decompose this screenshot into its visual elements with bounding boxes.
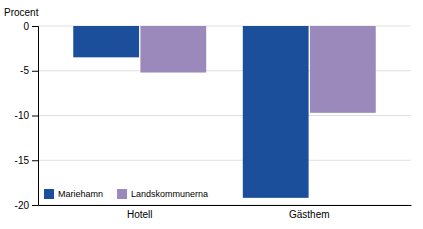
legend-item: Mariehamn	[44, 189, 103, 199]
x-axis: Hotell Gästhem	[39, 206, 412, 221]
y-tick-mark	[32, 71, 38, 72]
x-tick: Hotell	[127, 209, 153, 220]
x-axis-line	[39, 205, 412, 206]
y-axis-line	[32, 27, 39, 206]
y-tick: -10	[15, 110, 38, 121]
bar	[73, 26, 139, 57]
bar	[310, 26, 376, 113]
grid-line	[38, 205, 411, 206]
y-tick: -5	[20, 65, 38, 76]
y-tick: 0	[23, 21, 38, 32]
legend-swatch	[117, 189, 127, 199]
legend: Mariehamn Landskommunerna	[44, 189, 208, 199]
y-tick-label: -5	[20, 65, 29, 76]
bar	[140, 26, 206, 73]
legend-item: Landskommunerna	[117, 189, 208, 199]
bars	[73, 26, 375, 198]
grid	[38, 26, 411, 205]
y-axis: 0 -5 -10 -15 -20	[15, 21, 39, 211]
chart: 0 -5 -10 -15 -20 Hotell Gästhem Mariehamn Landsk…	[0, 0, 423, 229]
x-tick-label: Gästhem	[289, 209, 330, 220]
y-tick-mark	[32, 116, 38, 117]
y-tick: -20	[15, 200, 38, 211]
y-tick-label: -10	[15, 110, 30, 121]
y-tick-label: 0	[23, 21, 29, 32]
legend-swatch	[44, 189, 54, 199]
legend-label: Landskommunerna	[131, 189, 208, 199]
y-tick-label: -15	[15, 155, 30, 166]
plot: 0 -5 -10 -15 -20 Hotell Gästhem Mariehamn Landsk…	[15, 21, 412, 220]
y-tick-label: -20	[15, 200, 30, 211]
y-tick-mark	[32, 26, 38, 27]
y-tick-mark	[32, 205, 38, 206]
x-tick: Gästhem	[289, 209, 330, 220]
bar	[243, 26, 309, 198]
y-axis-label: Procent	[4, 7, 39, 18]
x-tick-label: Hotell	[127, 209, 153, 220]
y-tick-mark	[32, 160, 38, 161]
bar-series	[73, 26, 308, 198]
bar-series	[140, 26, 375, 113]
grid-line	[38, 160, 411, 161]
y-tick: -15	[15, 155, 38, 166]
grid-line	[38, 115, 411, 116]
legend-label: Mariehamn	[58, 189, 103, 199]
